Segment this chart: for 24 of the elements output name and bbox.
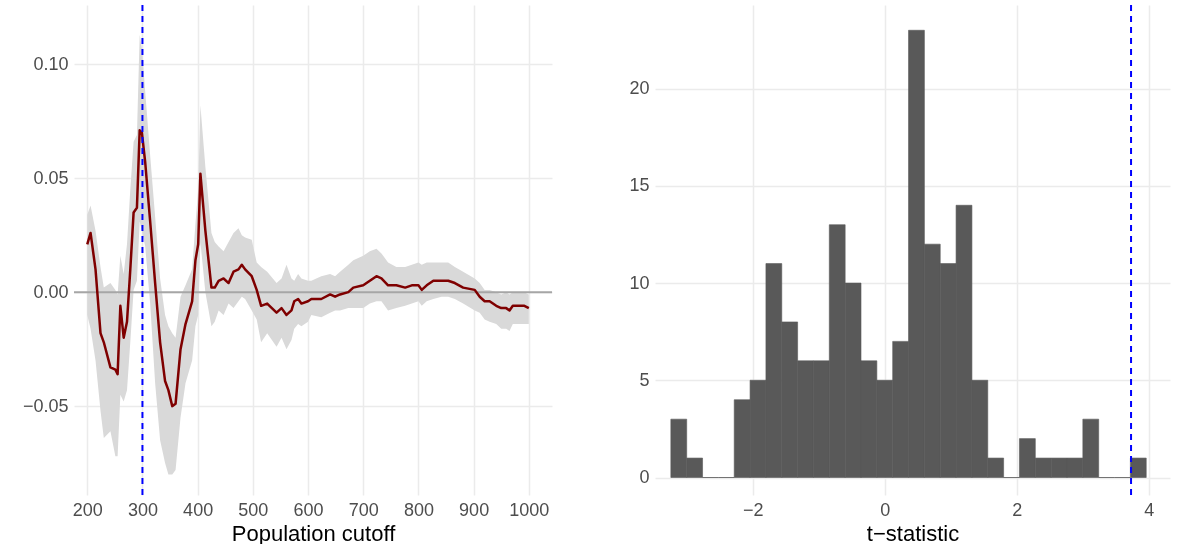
x-tick-label: 1000 <box>509 499 550 520</box>
x-tick-label: 0 <box>880 499 891 520</box>
y-tick-label: 10 <box>629 272 650 293</box>
x-tick-label: 200 <box>72 499 103 520</box>
y-tick-label: 5 <box>639 369 650 390</box>
y-tick-label: −0.05 <box>22 395 69 416</box>
x-tick-label: 300 <box>127 499 158 520</box>
y-tick-label: 15 <box>629 175 650 196</box>
x-tick-label: −2 <box>742 499 764 520</box>
x-tick-label: 400 <box>183 499 214 520</box>
y-tick-label: 0.05 <box>33 167 69 188</box>
x-axis-title: t−statistic <box>866 520 960 546</box>
x-tick-label: 2 <box>1012 499 1023 520</box>
y-tick-label: 20 <box>629 78 650 99</box>
y-tick-label: 0.10 <box>33 53 69 74</box>
x-tick-label: 700 <box>348 499 379 520</box>
x-tick-label: 800 <box>403 499 434 520</box>
x-tick-label: 500 <box>238 499 269 520</box>
y-tick-label: 0 <box>639 467 650 487</box>
y-tick-label: 0.00 <box>33 281 69 302</box>
x-tick-label: 900 <box>459 499 490 520</box>
x-tick-label: 4 <box>1144 499 1155 520</box>
x-tick-label: 600 <box>293 499 324 520</box>
line-series <box>86 129 531 408</box>
